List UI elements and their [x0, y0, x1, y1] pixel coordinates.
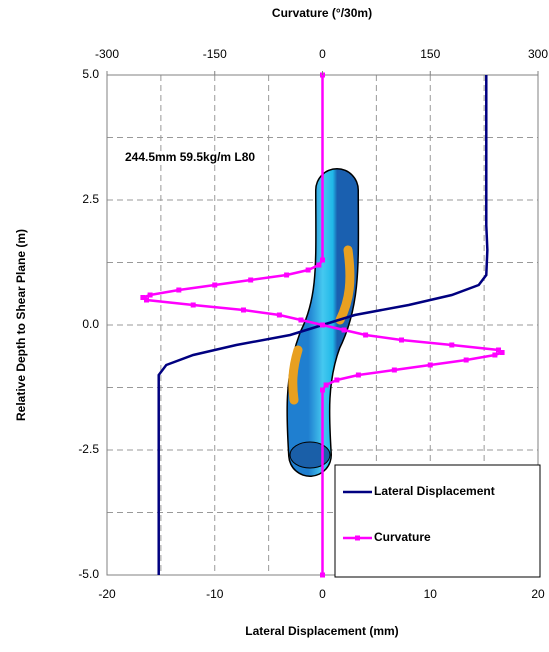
x2-tick-label: 150	[420, 47, 440, 61]
marker	[241, 308, 246, 313]
x-tick-label: 20	[531, 587, 545, 601]
marker	[144, 298, 149, 303]
top-axis-title: Curvature (°/30m)	[272, 6, 372, 20]
y-tick-label: 2.5	[82, 192, 99, 206]
y-tick-label: -5.0	[78, 567, 99, 581]
x-tick-label: -10	[206, 587, 224, 601]
chart: Curvature (°/30m) Lateral Displacement (…	[0, 0, 549, 647]
x2-tick-label: -300	[95, 47, 119, 61]
x-tick-label: 10	[424, 587, 438, 601]
marker	[176, 288, 181, 293]
marker	[148, 293, 153, 298]
marker	[320, 323, 325, 328]
marker	[320, 258, 325, 263]
marker	[212, 283, 217, 288]
marker	[500, 350, 505, 355]
marker	[316, 263, 321, 268]
y-axis-title: Relative Depth to Shear Plane (m)	[14, 229, 28, 421]
legend-label: Curvature	[374, 530, 431, 544]
marker	[464, 358, 469, 363]
marker	[248, 278, 253, 283]
marker	[428, 363, 433, 368]
legend	[335, 465, 540, 577]
marker	[320, 388, 325, 393]
x2-tick-label: 300	[528, 47, 548, 61]
annotation: 244.5mm 59.5kg/m L80	[125, 150, 255, 164]
marker	[306, 268, 311, 273]
marker	[320, 573, 325, 578]
y-tick-label: 5.0	[82, 67, 99, 81]
marker	[191, 303, 196, 308]
x-axis-title: Lateral Displacement (mm)	[245, 624, 398, 638]
marker	[334, 378, 339, 383]
y-tick-label: -2.5	[78, 442, 99, 456]
marker	[342, 328, 347, 333]
marker	[392, 368, 397, 373]
legend-marker	[355, 536, 360, 541]
marker	[449, 343, 454, 348]
x-tick-label: 0	[319, 587, 326, 601]
y-tick-label: 0.0	[82, 317, 99, 331]
x2-tick-label: -150	[203, 47, 227, 61]
x2-tick-label: 0	[319, 47, 326, 61]
marker	[492, 353, 497, 358]
legend-label: Lateral Displacement	[374, 484, 495, 498]
marker	[363, 333, 368, 338]
marker	[399, 338, 404, 343]
marker	[277, 313, 282, 318]
x-tick-label: -20	[98, 587, 116, 601]
marker	[284, 273, 289, 278]
marker	[324, 383, 329, 388]
marker	[356, 373, 361, 378]
marker	[298, 318, 303, 323]
